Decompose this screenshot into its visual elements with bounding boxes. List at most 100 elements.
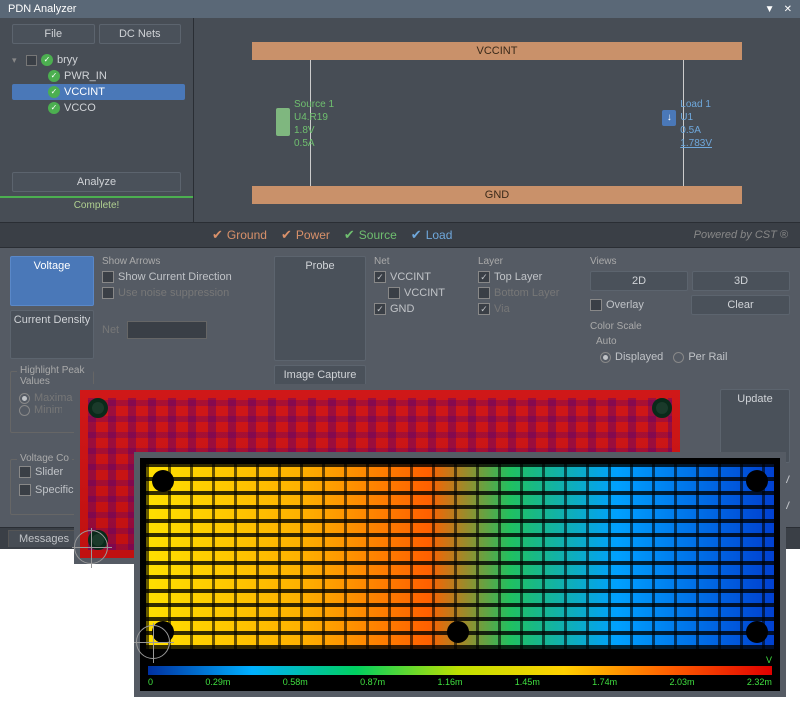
net-option: GND bbox=[390, 303, 414, 315]
layer-checkbox[interactable] bbox=[478, 287, 490, 299]
legend-row: ✔ Ground ✔ Power ✔ Source ✔ Load Powered by … bbox=[0, 222, 800, 247]
status-ok-icon: ✓ bbox=[48, 102, 60, 114]
status-ok-icon: ✓ bbox=[48, 86, 60, 98]
legend-ground[interactable]: Ground bbox=[227, 228, 267, 242]
source-current: 0.5A bbox=[294, 137, 334, 150]
legend-source[interactable]: Source bbox=[359, 228, 397, 242]
voltage-co-label: Voltage Co bbox=[17, 453, 72, 464]
show-arrows-label: Show Arrows bbox=[102, 256, 266, 267]
net-filter-input[interactable] bbox=[127, 321, 207, 339]
slider-label: Slider bbox=[35, 466, 63, 478]
pcb-heatmap-view[interactable]: V 00.29m0.58m0.87m1.16m1.45m1.74m2.03m2.… bbox=[134, 452, 786, 697]
load-block[interactable]: ↓ Load 1 U1 0.5A 1.783V bbox=[680, 98, 712, 150]
tree-item-selected[interactable]: ✓ VCCINT bbox=[12, 84, 185, 100]
layer-checkbox[interactable] bbox=[478, 303, 490, 315]
tree-root[interactable]: ▾ ✓ bryy bbox=[12, 52, 185, 68]
analyze-button[interactable]: Analyze bbox=[12, 172, 181, 192]
probe-button[interactable]: Probe bbox=[274, 256, 366, 361]
minima-radio[interactable] bbox=[19, 405, 30, 416]
net-filter-label: Net bbox=[102, 324, 119, 336]
load-ref: U1 bbox=[680, 111, 712, 124]
source-block[interactable]: Source 1 U4.R19 1.8V 0.5A bbox=[294, 98, 334, 150]
voltage-button[interactable]: Voltage bbox=[10, 256, 94, 306]
colorbar-ticks: 00.29m0.58m0.87m1.16m1.45m1.74m2.03m2.32… bbox=[148, 677, 772, 687]
source-icon bbox=[276, 108, 290, 136]
net-group-label: Net bbox=[374, 256, 470, 267]
load-voltage: 1.783V bbox=[680, 137, 712, 150]
source-ref: U4.R19 bbox=[294, 111, 334, 124]
powered-by: Powered by CST ® bbox=[694, 229, 788, 241]
current-density-button[interactable]: Current Density bbox=[10, 310, 94, 360]
net-checkbox[interactable] bbox=[388, 287, 400, 299]
layer-group-label: Layer bbox=[478, 256, 582, 267]
maxima-label: Maxima bbox=[34, 392, 73, 404]
bottom-rail: GND bbox=[252, 186, 742, 204]
maxima-radio[interactable] bbox=[19, 393, 30, 404]
net-checkbox[interactable] bbox=[374, 271, 386, 283]
noise-checkbox bbox=[102, 287, 114, 299]
status-ok-icon: ✓ bbox=[41, 54, 53, 66]
root-checkbox[interactable] bbox=[26, 55, 37, 66]
check-icon: ✔ bbox=[344, 227, 355, 243]
layer-checkbox[interactable] bbox=[478, 271, 490, 283]
layer-option: Via bbox=[494, 303, 510, 315]
legend-power[interactable]: Power bbox=[296, 228, 330, 242]
colorbar bbox=[148, 666, 772, 675]
net-option: VCCINT bbox=[390, 271, 431, 283]
perrail-label: Per Rail bbox=[688, 351, 727, 363]
load-title: Load 1 bbox=[680, 98, 712, 111]
net-checkbox[interactable] bbox=[374, 303, 386, 315]
close-icon[interactable]: ✕ bbox=[784, 4, 792, 15]
views-label: Views bbox=[590, 256, 790, 267]
origin-icon bbox=[136, 625, 170, 659]
colorbar-unit: V bbox=[148, 655, 772, 665]
specific-label: Specific bbox=[35, 484, 74, 496]
file-button[interactable]: File bbox=[12, 24, 95, 44]
layer-option: Top Layer bbox=[494, 271, 542, 283]
displayed-label: Displayed bbox=[615, 351, 663, 363]
show-direction-checkbox[interactable] bbox=[102, 271, 114, 283]
specific-checkbox[interactable] bbox=[19, 484, 31, 496]
clear-button[interactable]: Clear bbox=[691, 295, 790, 315]
3d-button[interactable]: 3D bbox=[692, 271, 790, 291]
source-title: Source 1 bbox=[294, 98, 334, 111]
tree-item[interactable]: ✓ VCCO bbox=[12, 100, 185, 116]
check-icon: ✔ bbox=[281, 227, 292, 243]
tab-messages[interactable]: Messages bbox=[8, 530, 80, 547]
check-icon: ✔ bbox=[212, 227, 223, 243]
origin-icon bbox=[74, 530, 108, 564]
dcnets-button[interactable]: DC Nets bbox=[99, 24, 182, 44]
net-option: VCCINT bbox=[404, 287, 445, 299]
tree-root-label: bryy bbox=[57, 54, 78, 66]
tree-item[interactable]: ✓ PWR_IN bbox=[12, 68, 185, 84]
load-current: 0.5A bbox=[680, 124, 712, 137]
legend-load[interactable]: Load bbox=[426, 228, 453, 242]
top-rail: VCCINT bbox=[252, 42, 742, 60]
load-icon: ↓ bbox=[662, 110, 676, 126]
titlebar: PDN Analyzer ▼ ✕ bbox=[0, 0, 800, 18]
status-ok-icon: ✓ bbox=[48, 70, 60, 82]
overlay-checkbox[interactable] bbox=[590, 299, 602, 311]
check-icon: ✔ bbox=[411, 227, 422, 243]
window-title: PDN Analyzer bbox=[8, 3, 76, 15]
tree-item-label: VCCINT bbox=[64, 86, 105, 98]
overlay-label: Overlay bbox=[606, 299, 644, 311]
pin-icon[interactable]: ▼ bbox=[765, 4, 775, 15]
noise-label: Use noise suppression bbox=[118, 287, 229, 299]
tree-item-label: VCCO bbox=[64, 102, 96, 114]
colorscale-label: Color Scale bbox=[590, 321, 790, 332]
displayed-radio[interactable] bbox=[600, 352, 611, 363]
2d-button[interactable]: 2D bbox=[590, 271, 688, 291]
expand-icon[interactable]: ▾ bbox=[12, 55, 22, 65]
layer-option: Bottom Layer bbox=[494, 287, 559, 299]
perrail-radio[interactable] bbox=[673, 352, 684, 363]
auto-label: Auto bbox=[590, 336, 790, 347]
show-direction-label: Show Current Direction bbox=[118, 271, 232, 283]
tree-item-label: PWR_IN bbox=[64, 70, 107, 82]
net-tree: ▾ ✓ bryy ✓ PWR_IN ✓ VCCINT ✓ VCCO bbox=[0, 48, 193, 124]
slider-checkbox[interactable] bbox=[19, 466, 31, 478]
net-diagram: VCCINT GND Source 1 U4.R19 1.8V 0.5A ↓ L… bbox=[194, 18, 800, 222]
analyze-status: Complete! bbox=[0, 196, 193, 215]
minima-label: Minima bbox=[34, 404, 62, 416]
source-voltage: 1.8V bbox=[294, 124, 334, 137]
